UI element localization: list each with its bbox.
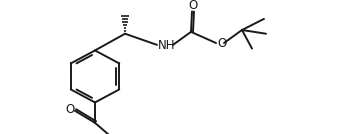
Text: O: O <box>188 0 198 12</box>
Text: NH: NH <box>158 39 175 52</box>
Text: O: O <box>217 37 226 50</box>
Text: O: O <box>66 103 74 116</box>
